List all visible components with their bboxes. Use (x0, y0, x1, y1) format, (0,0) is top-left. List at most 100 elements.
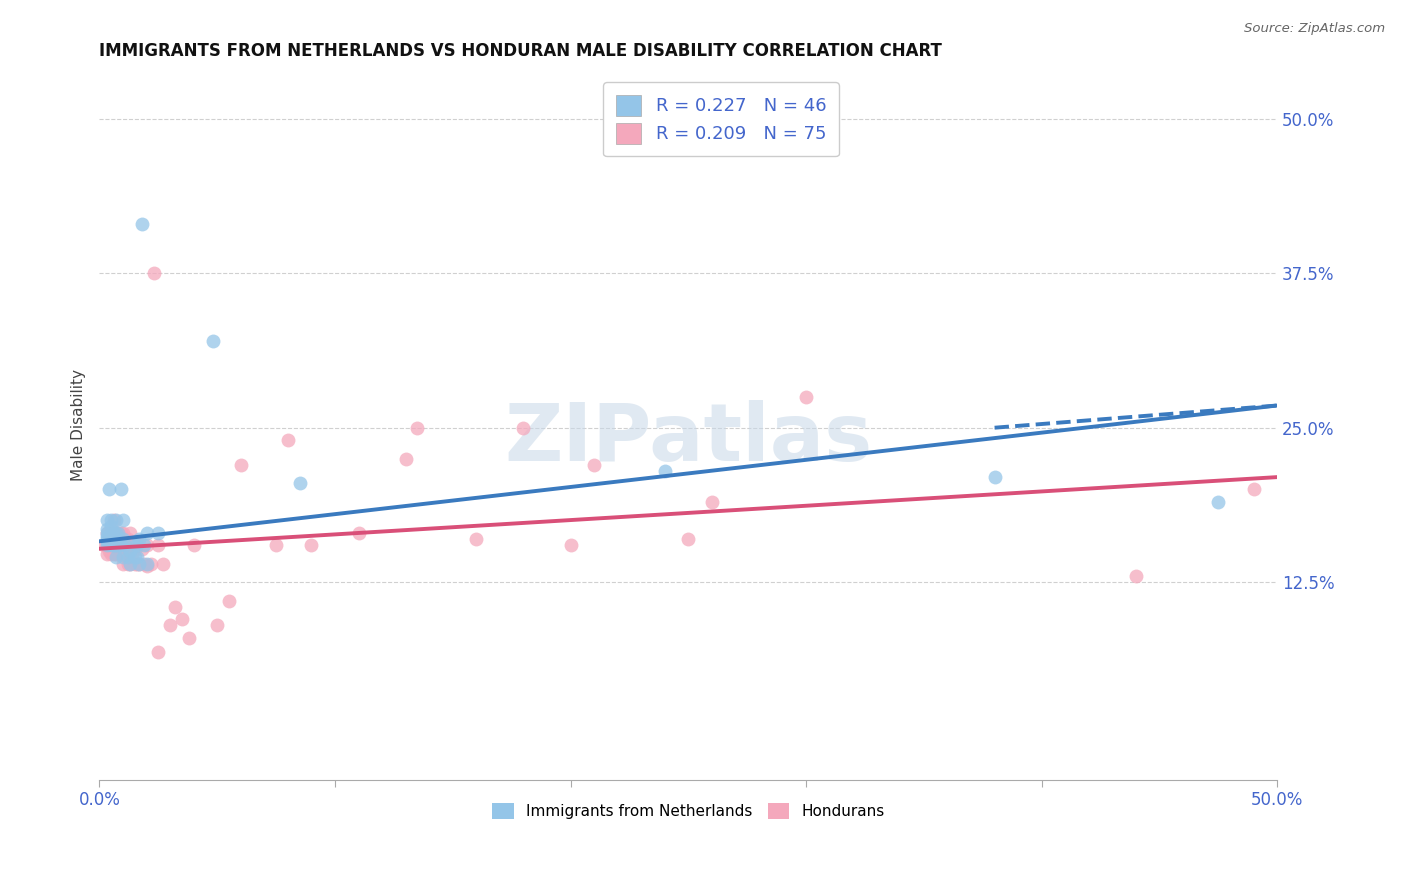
Point (111, 534, 134, 549)
Point (103, 525, 125, 540)
Point (96, 547, 118, 561)
Point (142, 266, 165, 280)
Point (100, 529, 122, 543)
Point (700, 495, 723, 509)
Point (111, 532, 134, 546)
Point (128, 538, 150, 552)
Point (111, 525, 134, 540)
Point (111, 544, 134, 558)
Point (277, 433, 299, 447)
Point (131, 541, 153, 556)
Point (103, 547, 125, 561)
Point (110, 547, 132, 561)
Point (114, 538, 136, 552)
Point (117, 544, 139, 558)
Point (148, 645, 170, 659)
Text: IMMIGRANTS FROM NETHERLANDS VS HONDURAN MALE DISABILITY CORRELATION CHART: IMMIGRANTS FROM NETHERLANDS VS HONDURAN … (100, 42, 942, 60)
Point (107, 538, 129, 552)
Point (104, 550, 127, 565)
Point (120, 557, 142, 571)
Point (128, 557, 150, 571)
Point (107, 525, 129, 540)
Point (104, 547, 127, 561)
Point (96, 538, 118, 552)
Point (107, 525, 129, 540)
Point (135, 538, 157, 552)
Point (177, 631, 200, 645)
Point (110, 538, 132, 552)
Point (96, 534, 118, 549)
Point (100, 538, 122, 552)
Point (117, 557, 139, 571)
Y-axis label: Male Disability: Male Disability (72, 368, 86, 481)
Point (110, 538, 132, 552)
Point (100, 519, 122, 533)
Point (395, 451, 418, 466)
Point (120, 541, 142, 556)
Point (583, 458, 606, 472)
Point (465, 532, 488, 546)
Point (111, 513, 134, 527)
Point (654, 464, 676, 478)
Point (120, 525, 142, 540)
Point (107, 538, 129, 552)
Point (1243, 483, 1265, 497)
Point (103, 532, 125, 546)
Point (678, 532, 700, 546)
Point (128, 557, 150, 571)
Point (301, 538, 323, 552)
Point (141, 557, 163, 571)
Point (135, 525, 157, 540)
Point (128, 532, 150, 546)
Point (121, 547, 143, 561)
Point (104, 538, 127, 552)
Point (152, 557, 174, 571)
Point (96, 532, 118, 546)
Point (120, 544, 142, 558)
Point (103, 513, 125, 527)
Point (100, 538, 122, 552)
Point (120, 557, 142, 571)
Point (110, 525, 132, 540)
Point (135, 557, 157, 571)
Point (104, 525, 127, 540)
Point (1125, 569, 1147, 583)
Point (96, 529, 118, 543)
Point (159, 618, 181, 632)
Point (111, 557, 134, 571)
Point (117, 550, 139, 565)
Point (97, 538, 120, 552)
Point (218, 593, 240, 607)
Point (148, 538, 170, 552)
Point (100, 525, 122, 540)
Point (93, 538, 115, 552)
Point (97, 534, 120, 549)
Point (170, 612, 193, 626)
Point (983, 470, 1005, 484)
Point (96, 513, 118, 527)
Point (110, 483, 132, 497)
Point (111, 550, 134, 565)
Point (124, 550, 146, 565)
Point (127, 538, 149, 552)
Point (96, 525, 118, 540)
Point (114, 532, 136, 546)
Point (96, 538, 118, 552)
Point (1208, 495, 1230, 509)
Point (163, 599, 186, 614)
Point (104, 525, 127, 540)
Point (134, 557, 156, 571)
Point (124, 557, 146, 571)
Point (103, 538, 125, 552)
Point (127, 534, 149, 549)
Text: ZIPatlas: ZIPatlas (505, 400, 873, 478)
Text: Source: ZipAtlas.com: Source: ZipAtlas.com (1244, 22, 1385, 36)
Point (100, 513, 122, 527)
Point (103, 538, 125, 552)
Point (96, 525, 118, 540)
Point (794, 390, 817, 404)
Point (124, 541, 146, 556)
Point (347, 525, 370, 540)
Point (114, 547, 136, 561)
Point (288, 476, 311, 491)
